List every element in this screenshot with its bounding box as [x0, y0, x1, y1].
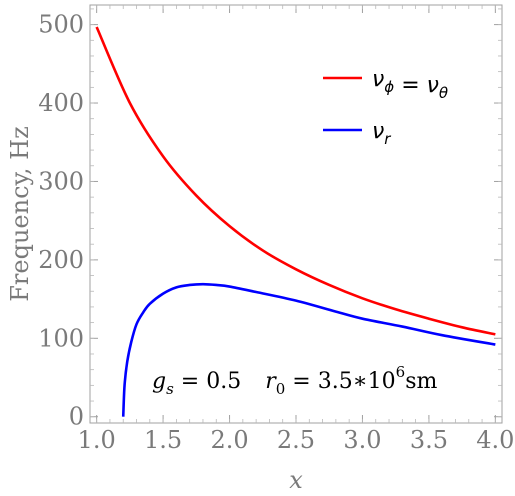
series-line-nu-phi — [95, 26, 496, 336]
parameter-annotation: gs = 0.5 r0 = 3.5∗106sm — [152, 363, 437, 398]
r-subscript: 0 — [276, 380, 286, 398]
x-tick-label: 4.0 — [476, 426, 514, 454]
y-tick-label: 500 — [38, 11, 84, 39]
x-tick-label: 3.0 — [343, 426, 381, 454]
r-unit: sm — [405, 369, 437, 394]
x-tick-label: 3.5 — [410, 426, 448, 454]
g-subscript: s — [166, 380, 174, 398]
g-symbol: g — [152, 369, 166, 394]
series-line-nu-r — [121, 282, 496, 417]
g-value: = 0.5 — [174, 369, 241, 394]
y-tick-label: 400 — [38, 89, 84, 117]
y-axis-title: Frequency, Hz — [6, 126, 34, 301]
y-tick-label: 200 — [38, 246, 84, 274]
r-exponent: 6 — [396, 363, 406, 381]
y-tick-label: 100 — [38, 324, 84, 352]
legend-label: νr — [372, 119, 391, 148]
x-tick-label: 2.0 — [210, 426, 248, 454]
plot-frame — [89, 4, 503, 424]
y-tick-label: 300 — [38, 167, 84, 195]
x-tick-label: 1.5 — [144, 426, 182, 454]
legend-label: νϕ = νθ — [372, 67, 448, 102]
x-tick-label: 2.5 — [277, 426, 315, 454]
x-tick-label: 1.0 — [78, 426, 116, 454]
tick-labels: 1.0 1.5 2.0 2.5 3.0 3.5 4.0 0 100 200 300 400 500 — [38, 11, 514, 454]
y-tick-label: 0 — [69, 403, 84, 431]
r-value: = 3.5∗10 — [285, 369, 395, 394]
axis-ticks — [90, 5, 502, 423]
series-lines — [95, 26, 496, 417]
legend: νϕ = νθ νr — [323, 67, 448, 148]
r-symbol: r — [265, 369, 277, 394]
x-axis-title: x — [289, 466, 303, 494]
